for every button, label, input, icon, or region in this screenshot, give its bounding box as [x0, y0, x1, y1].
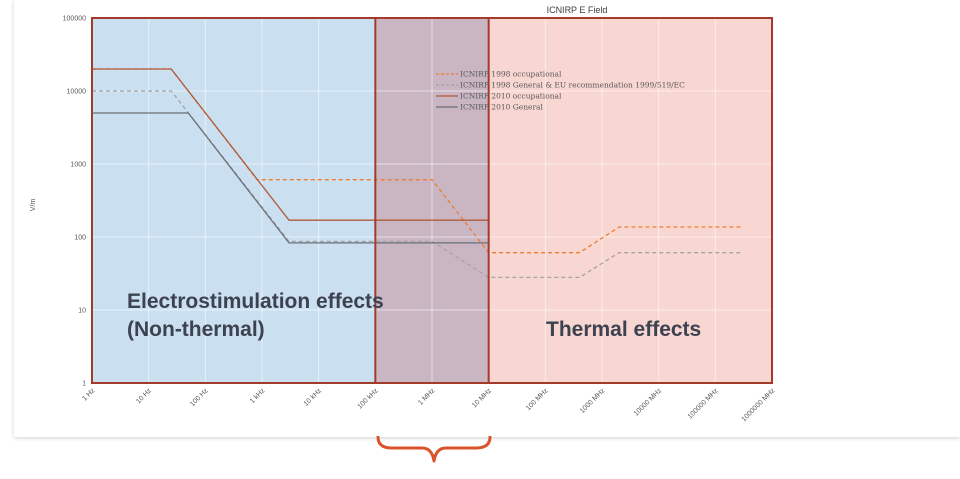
x-tick-label: 10 kHz — [303, 387, 324, 408]
chart-title: ICNIRP E Field — [547, 5, 608, 15]
series-line-3 — [92, 112, 489, 244]
x-tick-label: 100 MHz — [525, 387, 550, 412]
region-label-nonthermal-line1: Electrostimulation effects — [127, 290, 384, 313]
y-tick-label: 1000 — [70, 162, 86, 169]
x-tick-label: 1 MHz — [417, 387, 437, 407]
y-tick-label: 1 — [82, 381, 86, 388]
region-label-thermal: Thermal effects — [546, 318, 701, 341]
y-tick-label: 10000 — [67, 89, 87, 96]
y-tick-label: 10 — [78, 308, 86, 315]
y-tick-label: 100 — [74, 235, 86, 242]
x-tick-label: 1000 MHz — [579, 387, 607, 415]
legend-label-0: ICNIRP 1998 occupational — [460, 70, 562, 79]
x-tick-label: 10000 MHz — [633, 387, 664, 418]
chart-card: 100000 10000 1000 100 10 1 1 Hz 10 Hz 100 Hz 1 k… — [14, 0, 960, 437]
series-line-2 — [92, 68, 489, 221]
x-tick-label: 10 MHz — [471, 387, 493, 409]
legend-label-1: ICNIRP 1998 General & EU recommendation … — [460, 81, 685, 90]
series-line-0 — [92, 68, 743, 254]
x-tick-label: 10 Hz — [135, 387, 153, 405]
x-tick-label: 100000 MHz — [687, 387, 720, 420]
x-tick-label: 1000000 MHz — [741, 387, 777, 423]
region-label-nonthermal-line2: (Non-thermal) — [127, 318, 265, 341]
legend-label-3: ICNIRP 2010 General — [460, 103, 544, 112]
curly-brace — [376, 436, 492, 463]
y-tick-label: 100000 — [63, 16, 86, 23]
y-axis-label: V/m — [30, 199, 37, 212]
x-tick-label: 1 kHz — [249, 387, 267, 405]
x-tick-label: 100 Hz — [189, 387, 210, 408]
region-border-0 — [91, 17, 490, 384]
x-tick-label: 1 Hz — [81, 387, 96, 402]
chart-svg: 100000 10000 1000 100 10 1 1 Hz 10 Hz 100 Hz 1 k… — [30, 5, 777, 423]
region-border-1 — [374, 17, 773, 384]
series-line-1 — [92, 90, 743, 279]
legend-label-2: ICNIRP 2010 occupational — [460, 92, 562, 101]
x-tick-label: 100 kHz — [357, 387, 380, 410]
